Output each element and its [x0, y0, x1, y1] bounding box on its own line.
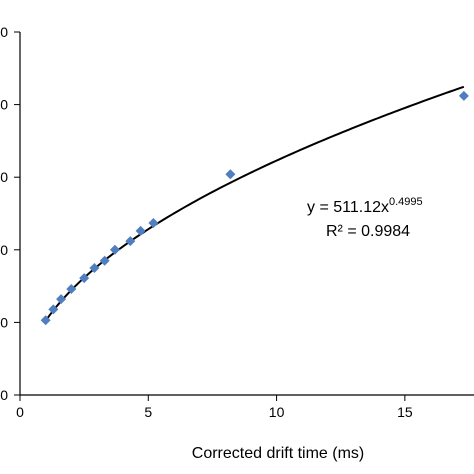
- data-point: [458, 90, 469, 101]
- x-tick-label: 5: [144, 404, 152, 420]
- data-point: [66, 284, 77, 295]
- data-point: [89, 262, 100, 273]
- y-tick-label: 0: [0, 169, 8, 185]
- data-points: [40, 90, 469, 326]
- x-axis-ticks: 0 5 10 15: [16, 395, 413, 420]
- x-axis-title: Corrected drift time (ms): [192, 445, 364, 462]
- y-tick-label: 0: [0, 387, 8, 403]
- y-axis-ticks: 0 0 0 0 0 0: [0, 24, 20, 403]
- x-tick-label: 0: [16, 404, 24, 420]
- data-point: [79, 273, 90, 284]
- data-point: [109, 244, 120, 255]
- data-point: [56, 294, 67, 305]
- data-point: [225, 169, 236, 180]
- data-point: [48, 304, 59, 315]
- x-tick-label: 15: [397, 404, 413, 420]
- y-tick-label: 0: [0, 97, 8, 113]
- data-point: [125, 236, 136, 247]
- y-tick-label: 0: [0, 242, 8, 258]
- equation-base: y = 511.12x: [307, 199, 389, 216]
- data-point: [99, 255, 110, 266]
- data-point: [40, 315, 51, 326]
- data-point: [135, 225, 146, 236]
- axes: [19, 32, 474, 396]
- x-tick-label: 10: [269, 404, 285, 420]
- data-point: [148, 217, 159, 228]
- equation-exponent: 0.4995: [389, 196, 423, 208]
- trendline-equation: y = 511.12x0.4995: [307, 196, 423, 216]
- y-tick-label: 0: [0, 24, 8, 40]
- r-squared-label: R² = 0.9984: [326, 223, 410, 240]
- y-tick-label: 0: [0, 314, 8, 330]
